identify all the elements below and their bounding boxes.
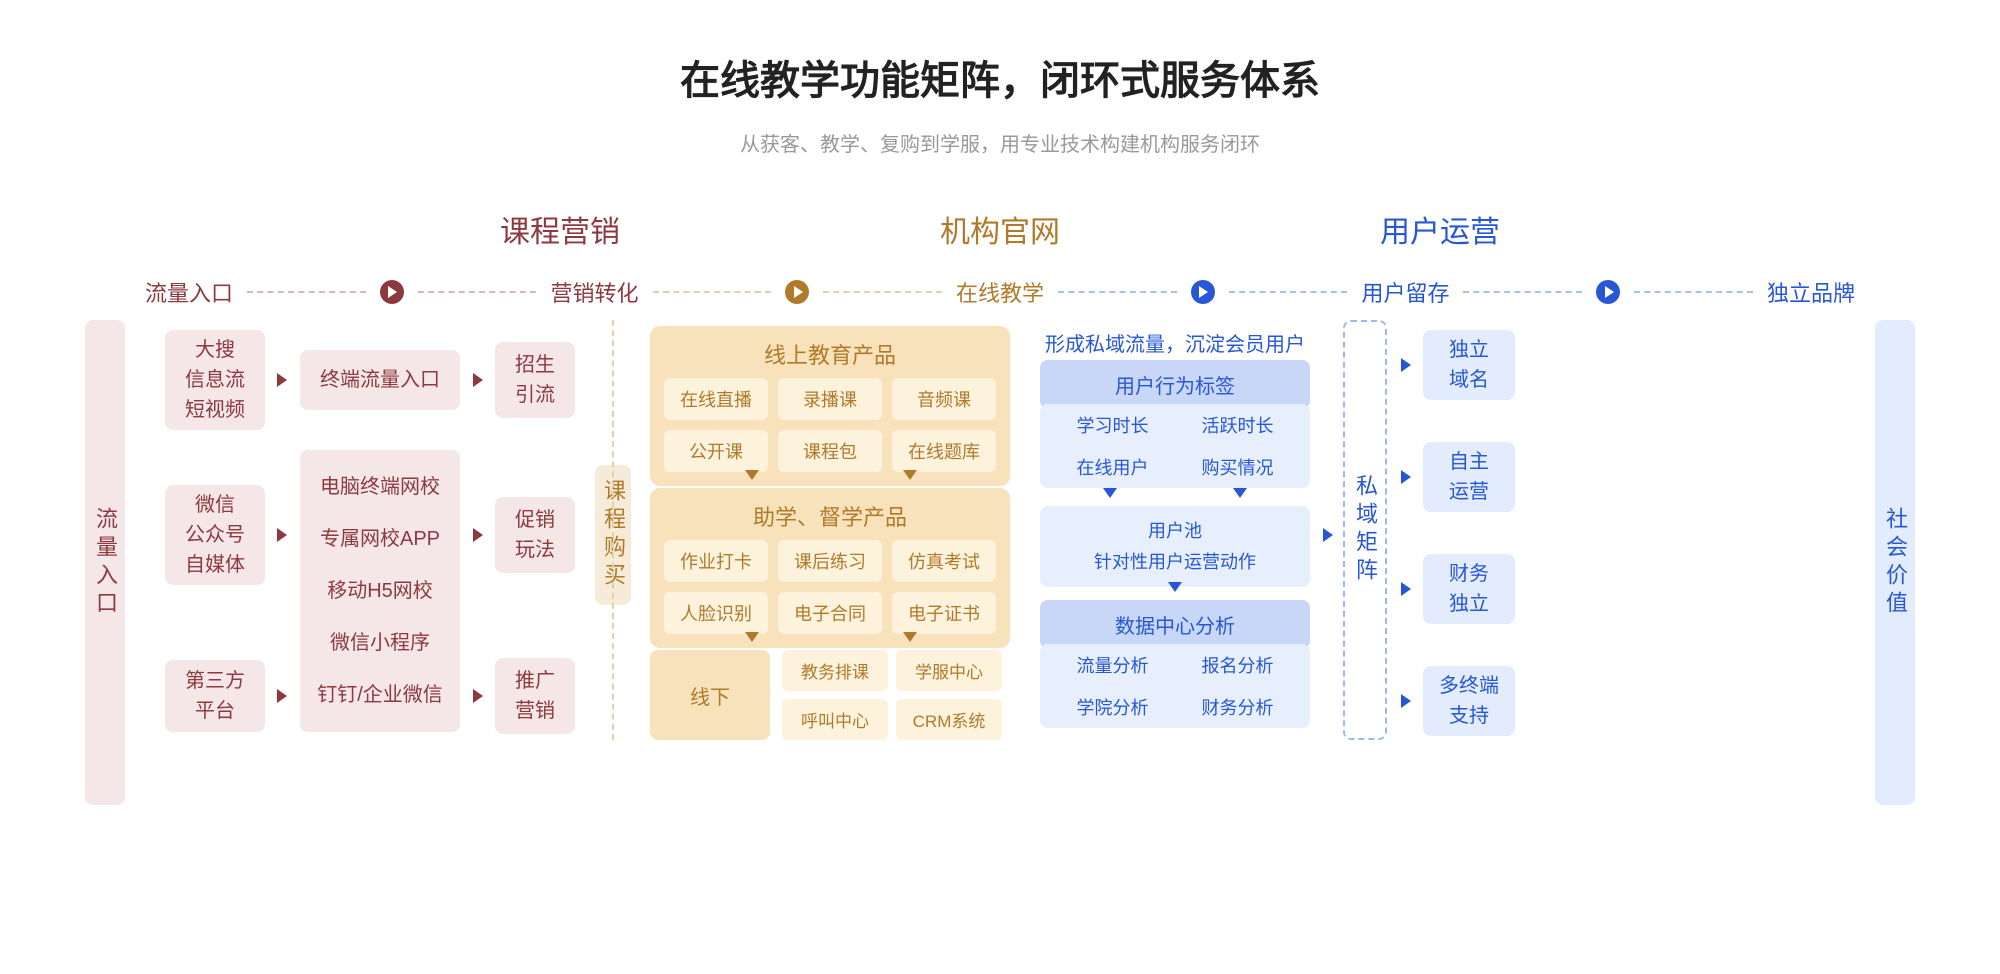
chip-qbank: 在线题库 [892,430,996,472]
section-operations: 用户运营 [1380,207,1500,251]
play-icon [380,280,404,304]
stage-teaching: 在线教学 [956,276,1044,308]
src-thirdparty: 第三方 平台 [165,660,265,732]
term-miniprog: 微信小程序 [330,628,430,658]
assist-products: 助学、督学产品 作业打卡 课后练习 仿真考试 人脸识别 电子合同 电子证书 [650,488,1010,648]
conv-promo: 促销 玩法 [495,497,575,573]
divider-brown [612,320,614,740]
terminal-entry: 终端流量入口 [300,350,460,410]
src-dasou: 大搜 信息流 短视频 [165,330,265,430]
analysis-band: 数据中心分析 [1040,600,1310,649]
brand-multi: 多终端 支持 [1423,666,1515,736]
chip-face: 人脸识别 [664,592,768,634]
chevron-right-icon [277,373,287,387]
behavior-band: 用户行为标签 [1040,360,1310,409]
chevron-right-icon [1401,358,1411,372]
stage-row: 流量入口 营销转化 在线教学 用户留存 独立品牌 [85,276,1915,308]
analysis-panel: 流量分析报名分析 学院分析财务分析 [1040,644,1310,728]
play-icon [1191,280,1215,304]
chip-hw: 作业打卡 [664,540,768,582]
pillar-social-value: 社会价值 [1875,320,1915,805]
chevron-right-icon [1401,582,1411,596]
chevron-right-icon [473,528,483,542]
chevron-down-icon [745,470,759,480]
chip-practice: 课后练习 [778,540,882,582]
chevron-right-icon [473,373,483,387]
stage-brand: 独立品牌 [1767,276,1855,308]
stage-conversion: 营销转化 [550,276,638,308]
chip-exam: 仿真考试 [892,540,996,582]
chevron-right-icon [473,689,483,703]
chip-callcenter: 呼叫中心 [782,699,888,740]
online-hdr: 线上教育产品 [650,326,1010,378]
offline-block: 线下 教务排课 学服中心 呼叫中心 CRM系统 [650,650,1002,740]
chevron-down-icon [1168,582,1182,592]
chevron-right-icon [1401,694,1411,708]
chip-bundle: 课程包 [778,430,882,472]
brand-selfop: 自主 运营 [1423,442,1515,512]
online-products: 线上教育产品 在线直播 录播课 音频课 公开课 课程包 在线题库 [650,326,1010,486]
stage-retention: 用户留存 [1361,276,1449,308]
conv-recruit: 招生 引流 [495,342,575,418]
chevron-right-icon [1323,528,1333,542]
chip-crm: CRM系统 [896,699,1002,740]
section-website: 机构官网 [940,207,1060,251]
page-title: 在线教学功能矩阵，闭环式服务体系 [0,0,2000,106]
offline-lbl: 线下 [650,650,770,740]
brand-finance: 财务 独立 [1423,554,1515,624]
pillar-traffic: 流量入口 [85,320,125,805]
chevron-down-icon [1233,488,1247,498]
terminal-list: 电脑终端网校 专属网校APP 移动H5网校 微信小程序 钉钉/企业微信 [300,450,460,732]
assist-hdr: 助学、督学产品 [650,488,1010,540]
chevron-right-icon [277,689,287,703]
play-icon [1596,280,1620,304]
chevron-down-icon [903,632,917,642]
chip-service: 学服中心 [896,650,1002,691]
chip-contract: 电子合同 [778,592,882,634]
chip-schedule: 教务排课 [782,650,888,691]
section-headers: 课程营销 机构官网 用户运营 [0,207,2000,251]
pillar-matrix: 私域矩阵 [1343,320,1387,740]
chevron-down-icon [745,632,759,642]
chip-recorded: 录播课 [778,378,882,420]
conv-spread: 推广 营销 [495,658,575,734]
brand-domain: 独立 域名 [1423,330,1515,400]
chevron-down-icon [1103,488,1117,498]
chevron-down-icon [903,470,917,480]
chevron-right-icon [1401,470,1411,484]
user-pool: 用户池 针对性用户运营动作 [1040,506,1310,587]
chip-live: 在线直播 [664,378,768,420]
chip-cert: 电子证书 [892,592,996,634]
term-h5: 移动H5网校 [327,576,433,606]
term-app: 专属网校APP [320,524,440,554]
section-marketing: 课程营销 [500,207,620,251]
retention-caption: 形成私域流量，沉淀会员用户 [1040,328,1310,357]
stage-traffic: 流量入口 [145,276,233,308]
chip-audio: 音频课 [892,378,996,420]
term-pc: 电脑终端网校 [320,472,440,502]
diagram: 流量入口 大搜 信息流 短视频 微信 公众号 自媒体 第三方 平台 终端流量入口… [85,320,1915,920]
term-dingtalk: 钉钉/企业微信 [317,680,443,710]
chevron-right-icon [277,528,287,542]
play-icon [785,280,809,304]
src-wechat: 微信 公众号 自媒体 [165,485,265,585]
page-subtitle: 从获客、教学、复购到学服，用专业技术构建机构服务闭环 [0,128,2000,157]
chip-open: 公开课 [664,430,768,472]
behavior-panel: 学习时长活跃时长 在线用户购买情况 [1040,404,1310,488]
